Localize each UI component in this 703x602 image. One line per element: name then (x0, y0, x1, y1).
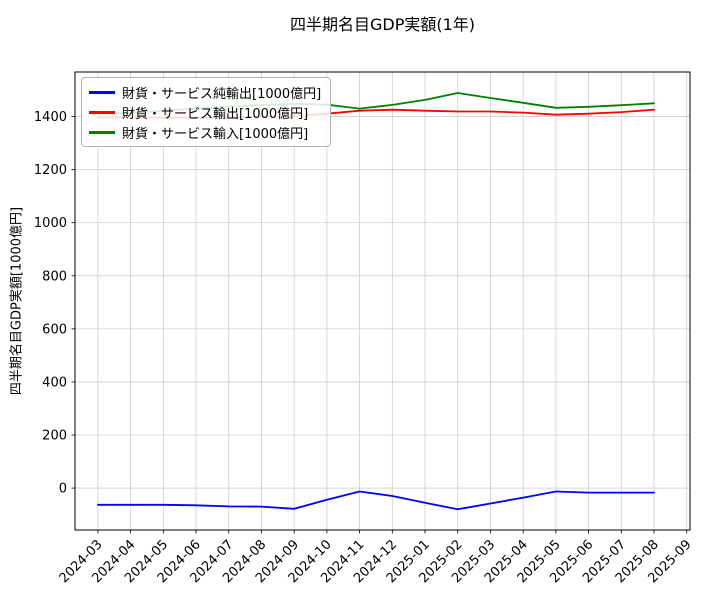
legend-label: 財貨・サービス純輸出[1000億円] (122, 86, 322, 102)
y-tick-label: 1200 (34, 163, 67, 178)
y-tick-label: 200 (42, 429, 67, 444)
legend-label: 財貨・サービス輸入[1000億円] (122, 126, 309, 142)
legend-line-swatch (89, 130, 115, 134)
legend-item-1: 財貨・サービス輸出[1000億円] (89, 103, 321, 122)
plot-border (74, 71, 691, 531)
legend-item-0: 財貨・サービス純輸出[1000億円] (89, 83, 322, 102)
y-tick-label: 1400 (34, 110, 67, 125)
legend-line-swatch (89, 110, 115, 114)
legend-item-2: 財貨・サービス輸入[1000億円] (89, 123, 321, 142)
y-tick-label: 400 (42, 375, 67, 390)
series-line-0 (97, 490, 655, 511)
y-tick-label: 800 (42, 269, 67, 284)
legend-line-swatch (89, 90, 115, 94)
chart-legend: 財貨・サービス純輸出[1000億円] 財貨・サービス輸出[1000億円] 財貨・サー… (81, 77, 332, 147)
y-tick-label: 1000 (34, 216, 67, 231)
chart-title: 四半期名目GDP実額(1年) (289, 15, 476, 34)
legend-label: 財貨・サービス輸出[1000億円] (122, 106, 309, 122)
y-tick-label: 0 (59, 482, 67, 497)
y-tick-label: 600 (42, 322, 67, 337)
